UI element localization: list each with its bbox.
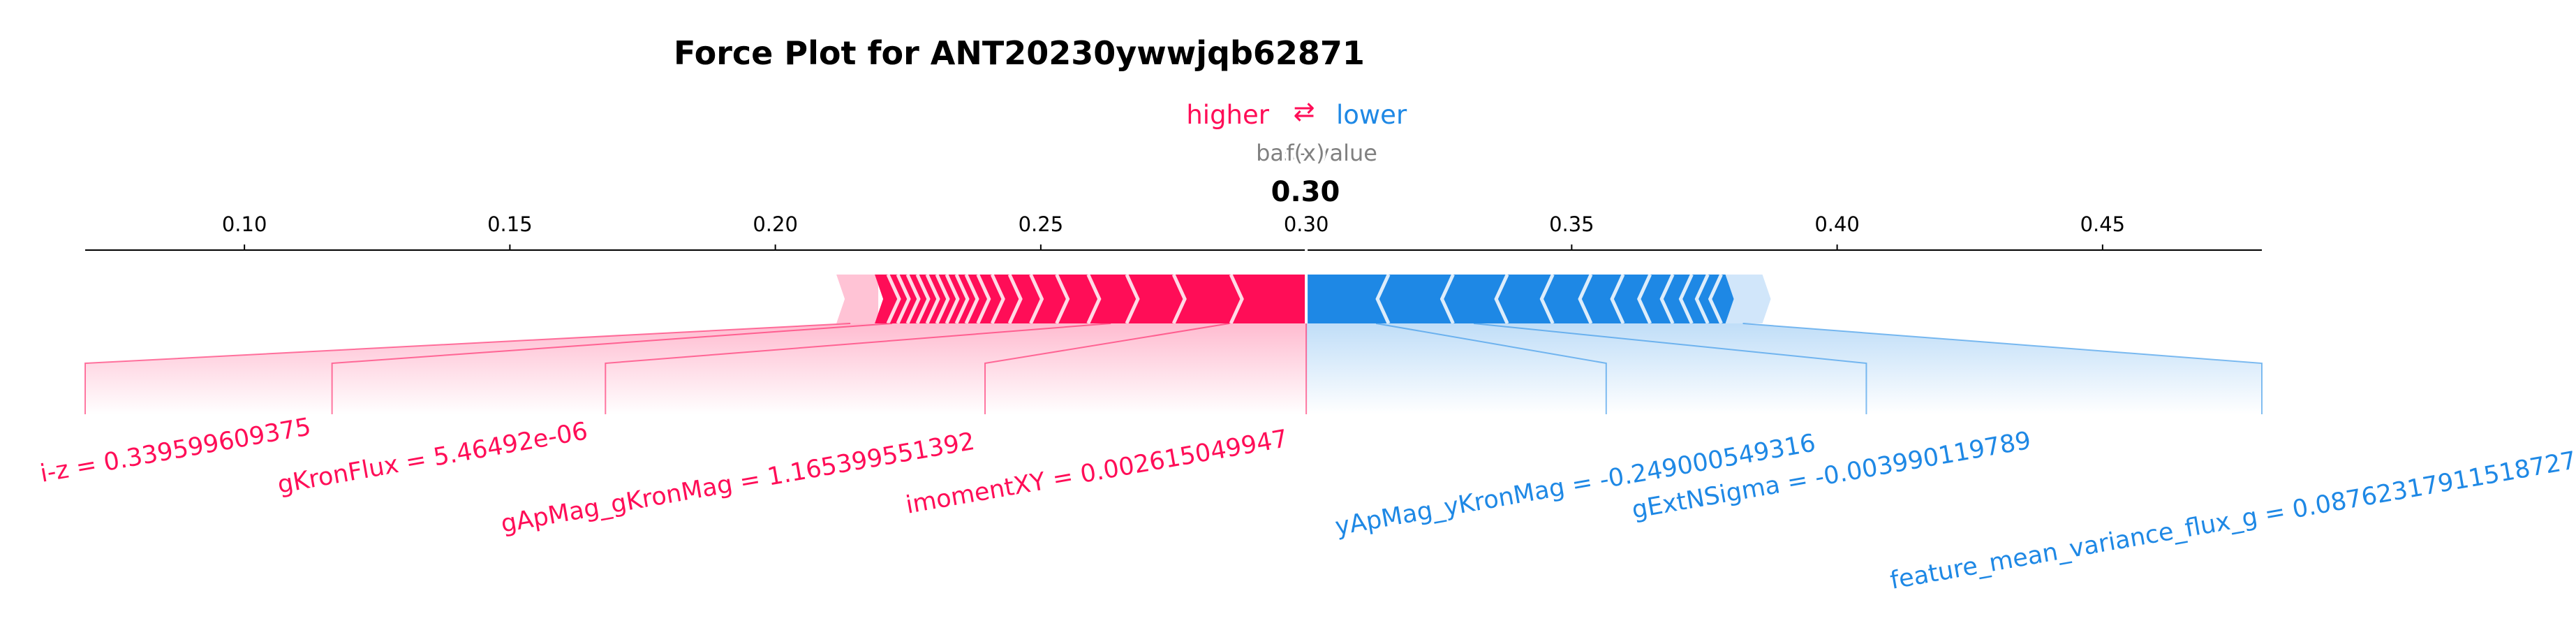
positive-separator [1171, 273, 1187, 325]
negative-separator [1494, 273, 1509, 325]
positive-separator [1007, 273, 1023, 325]
negative-separator [1637, 273, 1652, 325]
negative-separator [1610, 273, 1625, 325]
legend-lower: lower [1336, 100, 1407, 130]
x-tick-label: 0.25 [1019, 212, 1064, 236]
negative-fan [1306, 323, 2262, 414]
x-tick-label: 0.35 [1549, 212, 1594, 236]
x-tick-label: 0.20 [753, 212, 798, 236]
positive-separator [990, 273, 1005, 325]
positive-fan [85, 323, 1307, 414]
positive-separator [945, 273, 960, 325]
chart-title: Force Plot for ANT20230ywwjqb62871 [674, 34, 1365, 72]
x-tick-label: 0.10 [222, 212, 267, 236]
positive-separator [1029, 273, 1044, 325]
negative-separator [1439, 273, 1455, 325]
positive-feature-label: i-z = 0.339599609375 [38, 413, 313, 488]
negative-separator [1539, 273, 1555, 325]
negative-separator [1375, 273, 1391, 325]
positive-separator [964, 273, 979, 325]
positive-separator [925, 273, 940, 325]
positive-separator [1086, 273, 1102, 325]
negative-bar [1306, 275, 1734, 323]
positive-separator [954, 273, 970, 325]
force-bars [836, 233, 1771, 325]
negative-separator [1694, 273, 1710, 325]
x-tick-label: 0.45 [2080, 212, 2126, 236]
x-tick-label: 0.40 [1814, 212, 1860, 236]
negative-separator [1659, 273, 1675, 325]
x-tick-label: 0.15 [487, 212, 533, 236]
legend: higher ⇄ lower [1186, 96, 1407, 130]
positive-tail [836, 275, 879, 323]
output-value: 0.30 [1271, 176, 1340, 208]
positive-feature-label: gKronFlux = 5.46492e-06 [276, 417, 590, 499]
negative-separator [1578, 273, 1593, 325]
negative-tail [1722, 275, 1771, 323]
positive-separator [905, 273, 921, 325]
label-connectors [84, 323, 2263, 414]
x-tick-label: 0.30 [1284, 212, 1329, 236]
positive-separator [935, 273, 950, 325]
base-value-label: base value [1256, 140, 1377, 166]
positive-separator [1125, 273, 1140, 325]
negative-separator [1678, 273, 1694, 325]
fx-label: f(x) [1286, 140, 1324, 166]
positive-separator [915, 273, 931, 325]
negative-feature-label: feature_mean_variance_flux_g = 0.0876231… [1888, 446, 2576, 595]
x-axis: 0.10 0.15 0.20 0.25 0.30 0.35 0.40 0.45 [85, 212, 2262, 251]
negative-separator [1708, 273, 1723, 325]
positive-separator [896, 273, 911, 325]
positive-separator [1229, 273, 1244, 325]
positive-separator [886, 273, 901, 325]
positive-separator [976, 273, 991, 325]
legend-higher: higher [1186, 100, 1269, 130]
legend-arrow-icon: ⇄ [1293, 96, 1315, 126]
positive-separator [1055, 273, 1070, 325]
